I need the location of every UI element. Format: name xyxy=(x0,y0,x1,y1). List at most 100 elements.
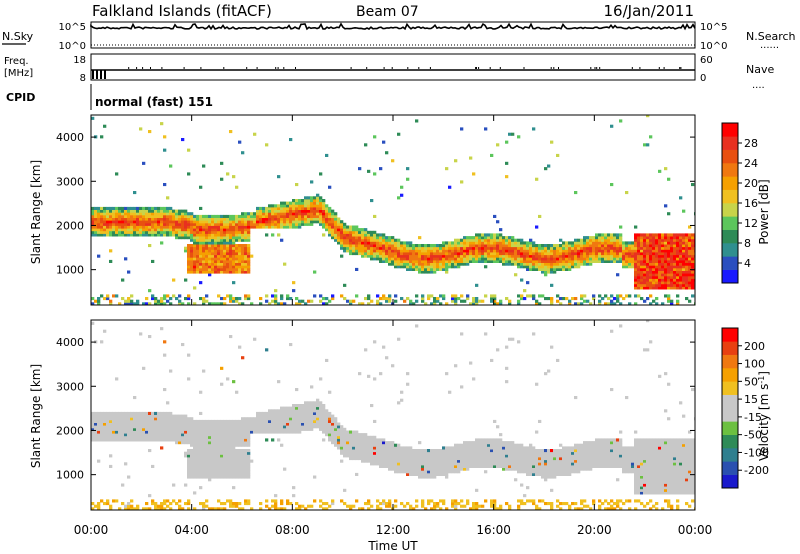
velocity-cell xyxy=(247,449,251,453)
power-cell xyxy=(358,228,362,232)
velocity-cell xyxy=(214,472,218,476)
power-cell xyxy=(166,233,170,237)
power-cell xyxy=(130,222,134,226)
power-cell xyxy=(304,217,308,221)
velocity-cell xyxy=(394,457,398,461)
velocity-cell xyxy=(151,435,155,439)
freq-label: Freq. xyxy=(4,56,29,67)
power-cell xyxy=(445,252,449,256)
power-cell xyxy=(589,246,593,250)
power-cell xyxy=(283,262,287,266)
power-cell xyxy=(205,299,209,303)
power-cell xyxy=(286,220,290,224)
power-cell xyxy=(544,167,548,171)
power-cell xyxy=(676,252,680,256)
velocity-cell xyxy=(109,454,113,458)
power-cell xyxy=(397,244,401,248)
nave-dot xyxy=(558,67,559,69)
power-cell xyxy=(637,246,641,250)
power-cell xyxy=(667,267,671,271)
power-cell xyxy=(691,183,695,187)
velocity-cell xyxy=(244,475,248,479)
power-cell xyxy=(226,236,230,240)
power-cell xyxy=(334,217,338,221)
velocity-cell xyxy=(232,467,236,471)
velocity-cell xyxy=(169,430,173,434)
power-cell xyxy=(214,222,218,226)
power-cell xyxy=(559,267,563,271)
power-cell xyxy=(466,294,470,298)
power-cell xyxy=(220,238,224,242)
power-cell xyxy=(196,233,200,237)
noise-sky-trace xyxy=(90,22,696,46)
velocity-cell xyxy=(457,464,461,468)
nave-dot xyxy=(489,67,491,69)
power-cell xyxy=(493,299,497,303)
power-cell xyxy=(286,209,290,213)
power-cell xyxy=(340,233,344,237)
velocity-cell xyxy=(232,486,236,490)
velocity-cell xyxy=(217,451,221,455)
velocity-cell xyxy=(229,467,233,471)
velocity-cell xyxy=(397,337,401,341)
velocity-cell xyxy=(190,433,194,437)
velocity-cell xyxy=(202,507,206,510)
power-cell xyxy=(520,241,524,245)
power-cell xyxy=(208,241,212,245)
velocity-cell xyxy=(205,449,209,453)
velocity-cell xyxy=(241,464,245,468)
power-cell xyxy=(562,246,566,250)
power-cell xyxy=(619,241,623,245)
velocity-cell xyxy=(460,454,464,458)
velocity-cell xyxy=(415,451,419,455)
velocity-cell xyxy=(349,449,353,453)
power-cell xyxy=(502,238,506,242)
power-cell xyxy=(430,259,434,263)
velocity-cell xyxy=(259,425,263,429)
power-cell xyxy=(259,222,263,226)
velocity-cell xyxy=(196,464,200,468)
velocity-cell xyxy=(385,462,389,466)
velocity-cell xyxy=(193,472,197,476)
power-cell xyxy=(178,236,182,240)
velocity-cell xyxy=(268,409,272,413)
power-cell xyxy=(640,252,644,256)
power-cell xyxy=(367,169,371,173)
velocity-cell xyxy=(331,417,335,421)
velocity-cell xyxy=(235,430,239,434)
velocity-cell xyxy=(271,438,275,442)
power-cell xyxy=(214,252,218,256)
power-cell xyxy=(658,278,662,282)
velocity-cell xyxy=(190,467,194,471)
power-cell xyxy=(568,241,572,245)
velocity-cell xyxy=(397,464,401,468)
power-cell xyxy=(526,294,530,298)
power-cell xyxy=(280,225,284,229)
power-cell xyxy=(298,302,302,305)
velocity-cell xyxy=(157,425,161,429)
power-cell xyxy=(610,294,614,298)
power-cell xyxy=(313,209,317,213)
power-cell xyxy=(391,257,395,261)
velocity-cell xyxy=(364,441,368,445)
power-cell xyxy=(403,259,407,263)
velocity-cell xyxy=(223,464,227,468)
power-cell xyxy=(226,172,230,176)
power-cell xyxy=(547,297,551,301)
power-cell xyxy=(232,262,236,266)
velocity-cell xyxy=(181,427,185,431)
power-cell xyxy=(115,228,119,232)
power-cell xyxy=(547,257,551,261)
velocity-cell xyxy=(451,499,455,503)
power-cell xyxy=(424,252,428,256)
power-cell xyxy=(643,283,647,287)
power-cell xyxy=(514,244,518,248)
power-cell xyxy=(148,289,152,293)
velocity-cell xyxy=(337,422,341,426)
power-cell xyxy=(571,244,575,248)
power-cell xyxy=(235,265,239,269)
power-cell xyxy=(361,249,365,253)
velocity-cell xyxy=(430,454,434,458)
power-cell xyxy=(148,214,152,218)
velocity-cell xyxy=(286,411,290,415)
